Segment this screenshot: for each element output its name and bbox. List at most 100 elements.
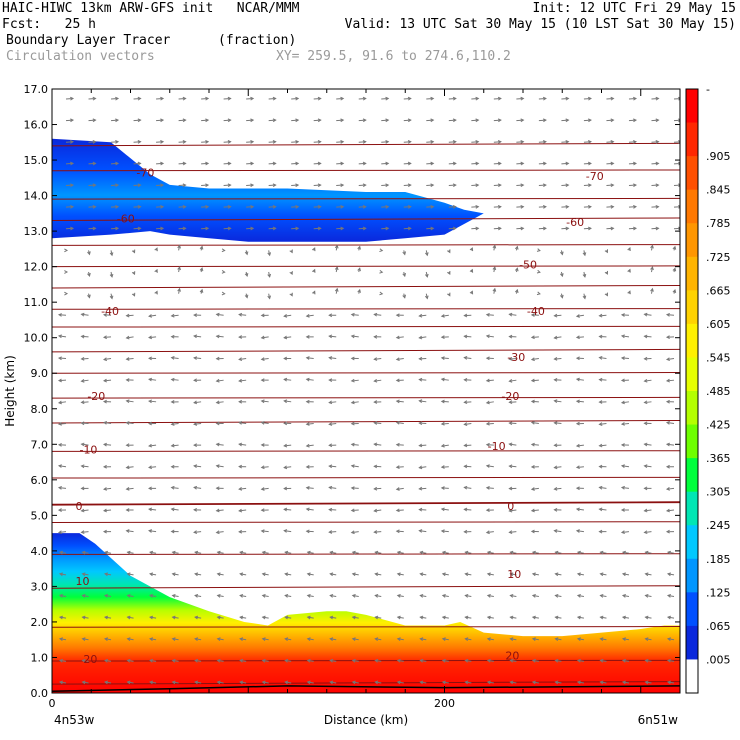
- circulation-vector: [328, 400, 337, 405]
- circulation-vector: [329, 615, 337, 620]
- contour-label: 20: [505, 649, 519, 662]
- circulation-vector: [509, 637, 517, 641]
- circulation-vector: [149, 572, 157, 577]
- circulation-vector: [373, 421, 382, 425]
- circulation-vector: [583, 226, 592, 231]
- circulation-vector: [171, 572, 179, 577]
- circulation-vector: [575, 507, 584, 512]
- circulation-vector: [620, 422, 630, 426]
- circulation-vector: [598, 377, 607, 382]
- circulation-vector: [493, 96, 502, 101]
- circulation-vector: [666, 615, 675, 620]
- circulation-vector: [199, 267, 204, 273]
- circulation-vector: [238, 378, 247, 383]
- circulation-vector: [328, 356, 337, 360]
- circulation-vector: [486, 615, 494, 620]
- circulation-vector: [80, 334, 89, 339]
- circulation-vector: [666, 658, 675, 663]
- colorbar-swatch: [686, 659, 698, 694]
- circulation-vector: [606, 183, 615, 188]
- circulation-vector: [582, 250, 587, 257]
- circulation-vector: [643, 356, 652, 361]
- circulation-vector: [223, 183, 232, 188]
- circulation-vector: [536, 248, 541, 252]
- circulation-vector: [531, 615, 539, 620]
- circulation-vector: [486, 550, 494, 555]
- colorbar-label: .545: [706, 351, 731, 364]
- circulation-vector: [57, 400, 67, 405]
- contour-label: -70: [586, 170, 604, 183]
- colorbar-label: .785: [706, 217, 731, 230]
- circulation-vector: [126, 637, 134, 641]
- circulation-vector: [351, 550, 359, 555]
- circulation-vector: [88, 140, 97, 144]
- contour-label: 0: [507, 500, 514, 513]
- circulation-vector: [102, 464, 112, 469]
- contour-label: -60: [117, 212, 135, 225]
- circulation-vector: [448, 118, 457, 123]
- circulation-vector: [148, 335, 157, 340]
- circulation-vector: [373, 334, 382, 339]
- circulation-vector: [305, 465, 314, 469]
- circulation-vector: [246, 183, 255, 188]
- circulation-vector: [201, 161, 210, 166]
- colorbar-label: .425: [706, 419, 731, 432]
- circulation-vector: [598, 443, 607, 448]
- circulation-vector: [125, 378, 134, 382]
- circulation-vector: [373, 400, 382, 404]
- circulation-vector: [447, 292, 451, 297]
- circulation-vector: [463, 464, 472, 469]
- circulation-vector: [193, 507, 202, 512]
- circulation-vector: [516, 183, 525, 188]
- circulation-vector: [493, 140, 502, 144]
- circulation-vector: [471, 183, 480, 188]
- circulation-vector: [149, 658, 157, 663]
- contour-label: -20: [501, 390, 519, 403]
- circulation-vector: [358, 140, 367, 144]
- circulation-vector: [177, 287, 181, 294]
- circulation-vector: [530, 529, 539, 534]
- circulation-vector: [514, 245, 519, 251]
- temperature-contour-line: [52, 325, 680, 328]
- circulation-vector: [374, 550, 382, 555]
- circulation-vector: [178, 118, 187, 123]
- circulation-vector: [554, 658, 562, 663]
- colorbar-swatch: [686, 625, 698, 660]
- circulation-vector: [665, 487, 675, 491]
- circulation-vector: [334, 287, 339, 294]
- circulation-vector: [538, 96, 547, 101]
- circulation-vector: [283, 529, 292, 533]
- circulation-vector: [261, 658, 269, 663]
- circulation-vector: [538, 183, 547, 188]
- circulation-vector: [177, 266, 181, 273]
- circulation-vector: [644, 658, 652, 663]
- circulation-vector: [418, 399, 427, 404]
- circulation-vector: [329, 637, 337, 641]
- circulation-vector: [469, 268, 474, 273]
- circulation-vector: [109, 250, 114, 257]
- circulation-vector: [643, 378, 652, 383]
- circulation-vector: [621, 615, 630, 620]
- circulation-vector: [260, 443, 269, 447]
- circulation-vector: [64, 248, 69, 253]
- circulation-vector: [644, 572, 652, 577]
- circulation-vector: [419, 637, 427, 641]
- circulation-vector: [620, 400, 630, 405]
- upper-tracer-layer-fill: [52, 138, 484, 242]
- circulation-vector: [395, 313, 404, 318]
- circulation-vector: [395, 508, 404, 513]
- colorbar-swatch: [686, 290, 698, 325]
- circulation-vector: [88, 183, 97, 188]
- circulation-vector: [538, 161, 547, 166]
- x-tick-label: 0: [49, 697, 56, 710]
- circulation-vector: [268, 161, 277, 166]
- circulation-vector: [131, 292, 136, 297]
- circulation-vector: [103, 420, 112, 425]
- circulation-vector: [170, 485, 179, 490]
- circulation-vector: [440, 465, 449, 469]
- circulation-vector: [148, 443, 157, 448]
- circulation-vector: [223, 161, 232, 166]
- circulation-vector: [170, 443, 179, 448]
- circulation-vector: [329, 658, 337, 663]
- circulation-vector: [268, 118, 277, 123]
